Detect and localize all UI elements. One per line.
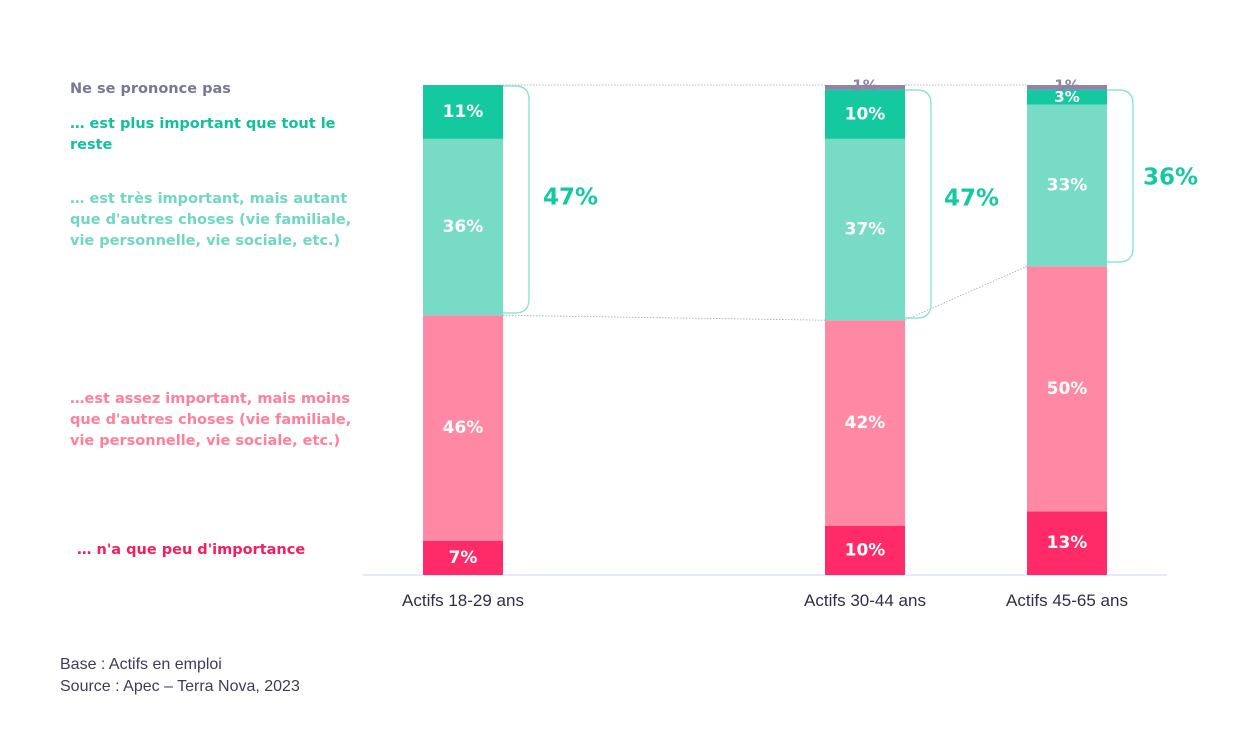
data-label-1-4: 11% [443, 102, 484, 122]
connector-mid-2 [904, 265, 1028, 321]
bracket-3 [1107, 89, 1134, 263]
bar-segment-2-5 [825, 85, 905, 90]
legend-item-fairly-important: …est assez important, mais moins que d'a… [70, 391, 352, 449]
category-label-1: Actifs 18-29 ans [402, 591, 524, 610]
bar-segment-1-4 [423, 85, 503, 139]
data-label-1-1: 7% [449, 548, 478, 568]
bar-segment-3-3 [1027, 104, 1107, 267]
data-label-3-3: 33% [1047, 175, 1088, 195]
legend-item-no-opinion: Ne se prononce pas [70, 81, 231, 97]
bracket-total-1: 47% [543, 185, 598, 211]
legend-item-very-important: … est très important, mais autant que d'… [70, 191, 352, 249]
bar-segment-2-4 [825, 89, 905, 139]
legend-item-more-important: … est plus important que tout le reste [70, 116, 336, 153]
data-label-2-4: 10% [845, 104, 886, 124]
bar-segment-2-3 [825, 138, 905, 321]
bar-segment-2-1 [825, 526, 905, 575]
data-label-3-1: 13% [1047, 533, 1088, 553]
bar-segment-2-2 [825, 320, 905, 526]
data-label-1-2: 46% [443, 418, 484, 438]
bar-segment-1-2 [423, 315, 503, 541]
bar-segment-1-3 [423, 138, 503, 316]
footer-source: Source : Apec – Terra Nova, 2023 [60, 678, 300, 695]
data-label-2-1: 10% [845, 541, 886, 561]
data-label-3-5: 1% [1054, 77, 1079, 95]
footer-base: Base : Actifs en emploi [60, 656, 222, 673]
category-label-3: Actifs 45-65 ans [1006, 591, 1128, 610]
bracket-2 [905, 89, 932, 319]
bar-segment-1-1 [423, 540, 503, 575]
bar-segment-3-5 [1027, 85, 1107, 90]
bar-segment-3-1 [1027, 511, 1107, 575]
bar-segment-3-4 [1027, 89, 1107, 105]
category-label-2: Actifs 30-44 ans [804, 591, 926, 610]
data-label-2-3: 37% [845, 220, 886, 240]
data-label-3-2: 50% [1047, 379, 1088, 399]
bracket-1 [503, 85, 530, 314]
data-label-2-5: 1% [852, 77, 877, 95]
connector-mid-1 [502, 314, 826, 321]
data-label-3-4: 3% [1054, 88, 1079, 106]
bar-segment-3-2 [1027, 266, 1107, 512]
bracket-total-3: 36% [1143, 165, 1198, 191]
data-label-2-2: 42% [845, 413, 886, 433]
bracket-total-2: 47% [944, 186, 999, 212]
legend-item-little-importance: … n'a que peu d'importance [77, 542, 306, 558]
data-label-1-3: 36% [443, 217, 484, 237]
